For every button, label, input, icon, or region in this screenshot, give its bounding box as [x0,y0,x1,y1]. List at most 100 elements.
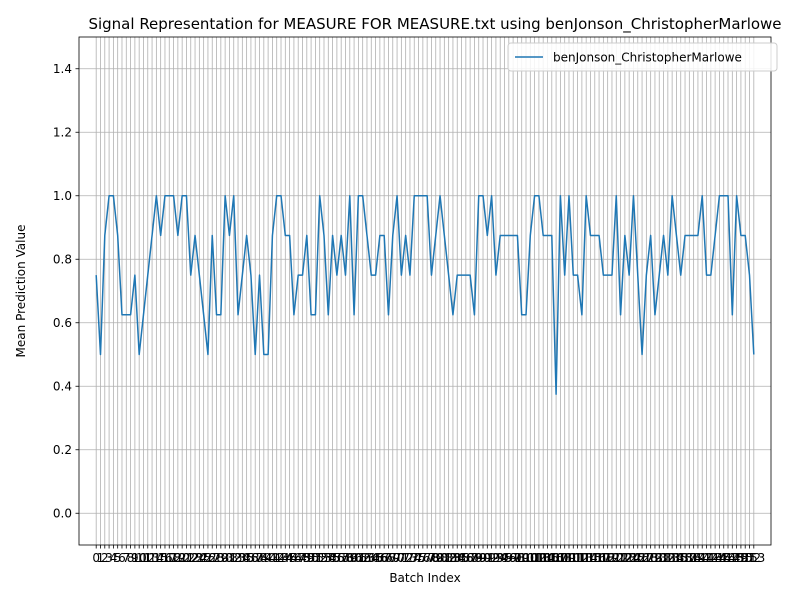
x-tick-label: 26 [200,551,215,565]
y-tick-label: 0.0 [53,506,72,520]
x-tick-label: 95 [497,551,512,565]
x-tick-label: 116 [583,551,606,565]
x-tick-label: 127 [631,551,654,565]
x-tick-label: 111 [562,551,585,565]
x-tick-label: 1 [97,551,105,565]
x-tick-label: 148 [721,551,744,565]
legend: benJonson_ChristopherMarlowe [507,42,778,72]
x-tick-label: 36 [243,551,258,565]
x-axis-ticks: 0123456789101112131415161718192021222324… [92,545,765,565]
x-tick-label: 101 [519,551,542,565]
x-tick-label: 14 [149,551,164,565]
x-tick-label: 84 [450,551,465,565]
x-tick-label: 11 [136,551,151,565]
x-tick-label: 77 [420,551,435,565]
x-tick-label: 83 [445,551,460,565]
x-tick-label: 23 [187,551,202,565]
x-tick-label: 109 [553,551,576,565]
x-tick-label: 144 [704,551,727,565]
x-tick-label: 141 [691,551,714,565]
x-tick-label: 147 [717,551,740,565]
x-tick-label: 122 [609,551,632,565]
x-tick-label: 79 [428,551,443,565]
x-tick-label: 41 [265,551,280,565]
x-tick-label: 129 [639,551,662,565]
y-axis-ticks: 0.0 0.2 0.4 0.6 0.8 1.0 1.2 1.4 [53,62,79,520]
x-tick-label: 85 [454,551,469,565]
x-tick-label: 112 [566,551,589,565]
x-tick-label: 89 [471,551,486,565]
x-tick-label: 52 [312,551,327,565]
x-tick-label: 133 [656,551,679,565]
x-tick-label: 130 [643,551,666,565]
x-tick-label: 24 [192,551,207,565]
x-tick-label: 56 [329,551,344,565]
x-tick-label: 42 [269,551,284,565]
x-tick-label: 32 [226,551,241,565]
y-tick-label: 1.0 [53,189,72,203]
x-tick-label: 61 [351,551,366,565]
x-tick-label: 87 [462,551,477,565]
x-tick-label: 9 [131,551,139,565]
x-tick-label: 53 [316,551,331,565]
x-tick-label: 5 [114,551,122,565]
x-tick-label: 4 [110,551,118,565]
x-tick-label: 114 [575,551,598,565]
legend-box [507,42,778,72]
x-tick-label: 140 [686,551,709,565]
x-tick-label: 136 [669,551,692,565]
x-axis-label: Batch Index [389,571,460,585]
x-tick-label: 125 [622,551,645,565]
x-tick-label: 39 [256,551,271,565]
y-tick-label: 1.2 [53,125,72,139]
x-tick-label: 55 [325,551,340,565]
x-tick-label: 73 [402,551,417,565]
x-tick-label: 47 [291,551,306,565]
x-tick-label: 6 [118,551,126,565]
x-tick-label: 99 [514,551,529,565]
x-tick-label: 59 [342,551,357,565]
x-tick-label: 98 [510,551,525,565]
x-tick-label: 20 [175,551,190,565]
x-tick-label: 96 [501,551,516,565]
x-tick-label: 18 [166,551,181,565]
x-tick-label: 69 [385,551,400,565]
x-tick-label: 86 [458,551,473,565]
x-tick-label: 91 [480,551,495,565]
x-tick-label: 76 [415,551,430,565]
x-tick-label: 82 [441,551,456,565]
x-tick-label: 123 [613,551,636,565]
x-tick-label: 149 [725,551,748,565]
x-tick-label: 48 [295,551,310,565]
x-tick-label: 135 [665,551,688,565]
x-tick-label: 13 [144,551,159,565]
x-tick-label: 145 [708,551,731,565]
x-tick-label: 25 [196,551,211,565]
x-tick-label: 33 [230,551,245,565]
x-tick-label: 54 [321,551,336,565]
x-tick-label: 22 [183,551,198,565]
x-tick-label: 92 [484,551,499,565]
x-tick-label: 139 [682,551,705,565]
x-tick-label: 40 [260,551,275,565]
x-tick-label: 93 [488,551,503,565]
legend-label: benJonson_ChristopherMarlowe [553,51,742,65]
x-tick-label: 64 [364,551,379,565]
x-gridlines [95,37,755,545]
x-tick-label: 131 [648,551,671,565]
x-tick-label: 34 [235,551,250,565]
x-tick-label: 103 [527,551,550,565]
x-tick-label: 28 [209,551,224,565]
x-tick-label: 106 [540,551,563,565]
y-gridlines [79,68,771,514]
x-tick-label: 8 [127,551,135,565]
x-tick-label: 75 [411,551,426,565]
x-tick-label: 46 [286,551,301,565]
x-tick-label: 10 [132,551,147,565]
x-tick-label: 134 [661,551,684,565]
x-tick-label: 65 [368,551,383,565]
y-tick-label: 0.2 [53,443,72,457]
x-tick-label: 113 [570,551,593,565]
